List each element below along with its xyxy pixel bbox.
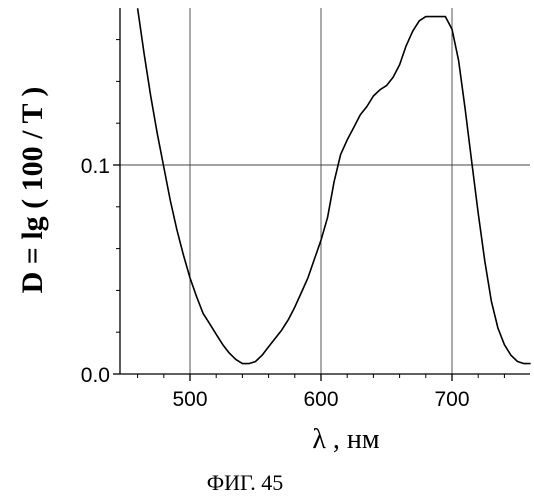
figure-caption: ФИГ. 45 [207, 470, 284, 495]
x-tick-label: 500 [172, 388, 207, 411]
minor-ticks [116, 40, 504, 378]
x-tick-label: 700 [434, 388, 469, 411]
absorbance-curve [138, 8, 531, 363]
axes [120, 8, 530, 374]
x-tick-label: 600 [303, 388, 338, 411]
tick-labels: 500 600 700 0.0 0.1 [81, 155, 470, 411]
y-axis-title: D = lg ( 100 / T ) [16, 87, 49, 294]
y-tick-label: 0.1 [81, 155, 110, 178]
grid-lines [120, 8, 530, 374]
y-tick-label: 0.0 [81, 364, 110, 387]
x-axis-title: λ , нм [312, 424, 380, 455]
